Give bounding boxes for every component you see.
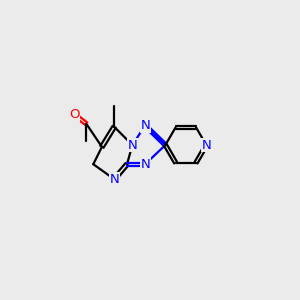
Text: N: N xyxy=(140,119,150,132)
Text: N: N xyxy=(140,158,150,171)
Text: O: O xyxy=(69,108,80,121)
Text: N: N xyxy=(128,139,137,152)
Text: N: N xyxy=(201,139,211,152)
Text: N: N xyxy=(110,173,119,186)
